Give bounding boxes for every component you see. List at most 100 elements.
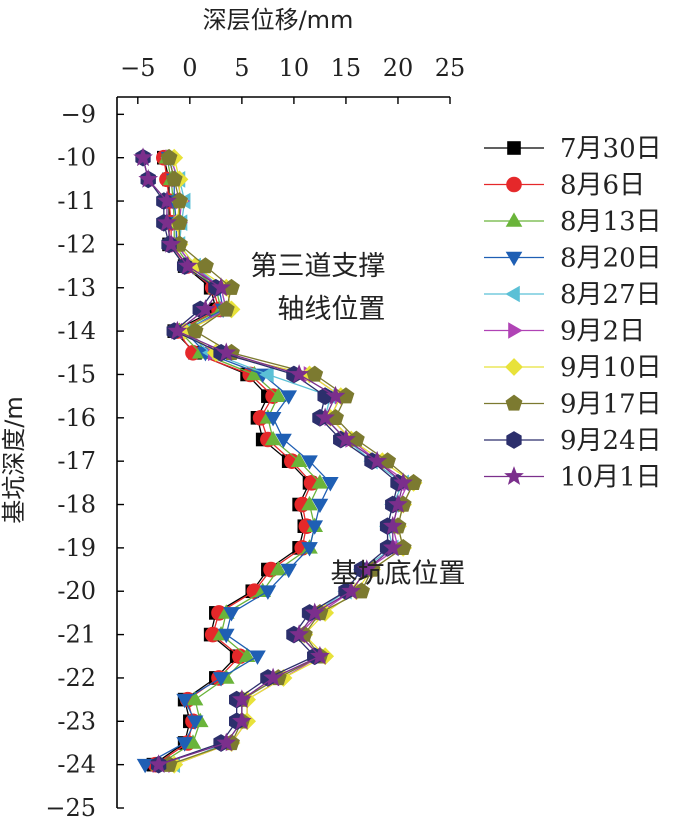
legend-entry: 10月1日 bbox=[484, 463, 662, 493]
legend-label: 8月6日 bbox=[560, 171, 645, 201]
data-point bbox=[186, 691, 204, 706]
y-axis-ticks: −9 -10 -11 -12 -13 -14 -15 -16 -17 -18 -19 -20 -21 -2… bbox=[45, 100, 124, 821]
y-tick-label: −25 bbox=[45, 794, 96, 821]
legend-marker bbox=[507, 141, 521, 155]
data-point bbox=[223, 278, 240, 295]
data-point bbox=[157, 212, 177, 232]
data-point bbox=[304, 602, 325, 622]
annotation-text: 第三道支撑 bbox=[250, 251, 385, 282]
data-point bbox=[216, 732, 237, 752]
data-point bbox=[311, 498, 329, 514]
data-point bbox=[367, 450, 388, 470]
data-point bbox=[138, 169, 159, 188]
legend-entry: 8月6日 bbox=[484, 171, 645, 201]
x-axis-ticks: −5 0 5 10 15 20 25 bbox=[120, 54, 465, 104]
data-point bbox=[382, 537, 403, 557]
y-tick-label: -17 bbox=[57, 447, 96, 475]
data-point bbox=[167, 320, 188, 340]
legend-marker bbox=[506, 176, 522, 193]
data-point bbox=[306, 520, 324, 535]
legend: 7月30日 8月6日 8月13日 8月20日 8月27日 9月2日 9月10日 9月17日 9月… bbox=[484, 134, 662, 493]
data-point bbox=[325, 385, 346, 405]
series-layer bbox=[133, 147, 423, 774]
data-point bbox=[393, 472, 414, 492]
y-tick-label: -21 bbox=[57, 621, 96, 649]
data-point bbox=[275, 433, 292, 449]
data-point bbox=[290, 452, 308, 467]
y-tick-label: -13 bbox=[57, 274, 96, 302]
legend-marker bbox=[504, 466, 524, 485]
data-point bbox=[195, 299, 216, 318]
data-point bbox=[136, 758, 154, 774]
legend-marker bbox=[506, 431, 522, 449]
data-point bbox=[306, 365, 324, 382]
data-point bbox=[322, 477, 339, 492]
y-tick-label: -11 bbox=[57, 187, 96, 215]
x-tick-label: 0 bbox=[182, 54, 197, 82]
y-tick-label: -10 bbox=[57, 144, 96, 172]
legend-label: 8月20日 bbox=[560, 244, 662, 274]
data-point bbox=[310, 645, 330, 665]
data-point bbox=[394, 539, 412, 556]
annotation-text: 轴线位置 bbox=[277, 294, 385, 325]
legend-label: 9月17日 bbox=[560, 390, 662, 420]
y-tick-label: -16 bbox=[57, 404, 96, 432]
data-point bbox=[249, 650, 266, 665]
legend-label: 8月13日 bbox=[560, 207, 662, 237]
x-tick-label: 10 bbox=[279, 54, 310, 82]
data-point bbox=[301, 495, 318, 511]
y-tick-label: -18 bbox=[57, 491, 96, 519]
data-point bbox=[170, 213, 188, 230]
data-point bbox=[269, 560, 287, 576]
legend-label: 7月30日 bbox=[560, 134, 662, 164]
data-point bbox=[186, 715, 204, 730]
x-tick-label: 5 bbox=[234, 54, 249, 82]
data-point bbox=[176, 737, 193, 752]
data-point bbox=[301, 542, 318, 557]
legend-entry: 9月2日 bbox=[484, 317, 645, 347]
data-point bbox=[388, 494, 408, 513]
data-point bbox=[336, 429, 356, 448]
data-point bbox=[311, 474, 329, 489]
legend-label: 9月2日 bbox=[560, 317, 645, 347]
data-point bbox=[263, 667, 283, 687]
series-10 bbox=[133, 147, 414, 774]
data-point bbox=[264, 430, 282, 446]
y-tick-label: -19 bbox=[57, 534, 96, 562]
legend-marker bbox=[505, 251, 523, 267]
data-point bbox=[280, 563, 298, 579]
legend-marker bbox=[505, 285, 520, 303]
legend-entry: 9月17日 bbox=[484, 390, 662, 420]
data-point bbox=[259, 366, 274, 383]
data-point bbox=[405, 473, 423, 491]
legend-marker bbox=[505, 212, 523, 227]
data-point bbox=[176, 693, 193, 709]
y-axis-title: 基坑深度/m bbox=[0, 396, 28, 523]
y-tick-label: -12 bbox=[57, 230, 96, 258]
y-tick-label: -23 bbox=[57, 707, 96, 735]
data-point bbox=[379, 452, 397, 469]
legend-marker bbox=[505, 394, 523, 411]
legend-label: 8月27日 bbox=[560, 280, 662, 310]
data-point bbox=[315, 407, 335, 427]
legend-label: 10月1日 bbox=[560, 463, 662, 493]
data-point bbox=[289, 624, 309, 643]
y-tick-label: -24 bbox=[57, 751, 96, 779]
data-point bbox=[161, 234, 181, 253]
data-point bbox=[217, 300, 235, 317]
data-point bbox=[165, 170, 183, 187]
data-point bbox=[232, 689, 252, 708]
legend-entry: 8月13日 bbox=[484, 207, 662, 237]
data-point bbox=[170, 192, 188, 209]
data-point bbox=[217, 628, 235, 644]
data-point bbox=[259, 585, 277, 600]
data-point bbox=[337, 387, 355, 404]
data-point bbox=[269, 387, 287, 402]
legend-entry: 8月27日 bbox=[484, 280, 662, 310]
data-point bbox=[232, 710, 252, 730]
legend-marker bbox=[505, 358, 523, 376]
legend-label: 9月24日 bbox=[560, 426, 662, 456]
data-point bbox=[341, 580, 361, 600]
data-point bbox=[289, 364, 309, 383]
